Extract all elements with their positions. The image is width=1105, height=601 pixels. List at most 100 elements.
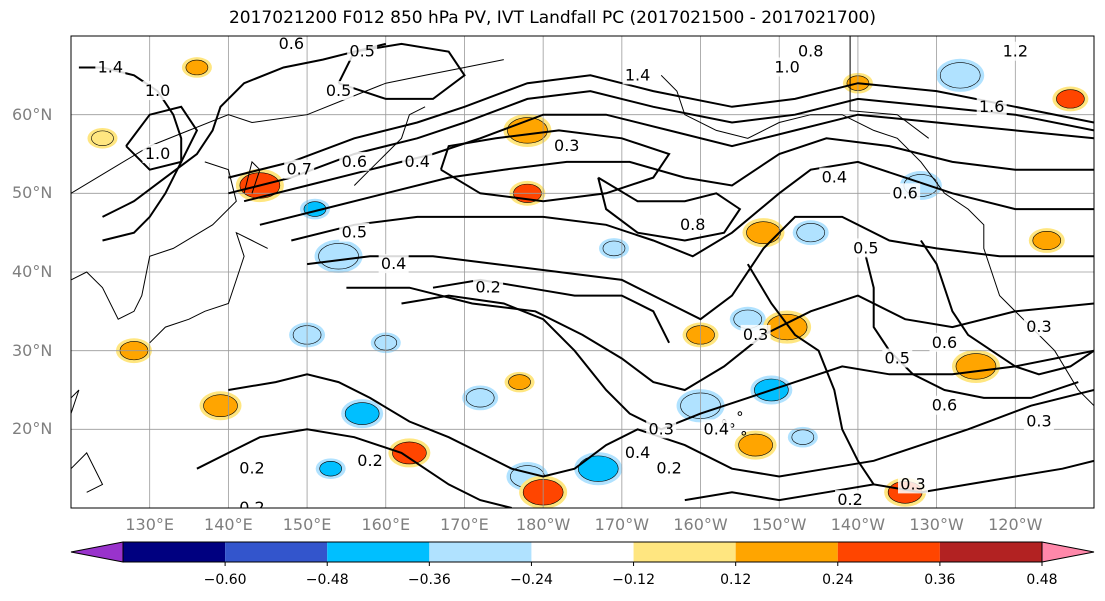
contour-label: 0.8 <box>680 215 705 234</box>
ivt-contour <box>439 129 671 203</box>
contour-label: 0.3 <box>1026 411 1051 430</box>
ivt-contour <box>243 113 1094 203</box>
contour-label-bg <box>347 41 378 61</box>
contour-label-bg <box>323 81 354 101</box>
contour-label: 0.3 <box>1026 317 1051 336</box>
contour-label: 0.3 <box>554 136 579 155</box>
contour-label-bg <box>142 81 173 101</box>
contour-label: 1.4 <box>625 65 650 84</box>
contour-labels: 1.41.00.6 0.50.51.00.7 0.6 0.40.31.4 1.00.8 1… <box>95 36 1054 517</box>
contour-label-bg <box>284 159 315 179</box>
map-frame <box>70 35 1095 509</box>
contour-label: 0.2 <box>475 278 500 297</box>
colorbar-segment <box>429 542 532 562</box>
longitude-label: 130°E <box>125 515 175 534</box>
pv-shading-blob <box>91 130 114 146</box>
colorbar-extend-low <box>70 541 124 563</box>
coastline <box>71 161 237 320</box>
contour-label-bg <box>929 395 960 415</box>
latitude-label: 30°N <box>12 340 53 360</box>
pv-shading-blob <box>738 433 773 457</box>
colorbar-segment <box>327 542 430 562</box>
coastline <box>353 106 426 186</box>
contour-label: 0.6 <box>932 333 957 352</box>
colorbar-extend-high <box>1041 541 1095 563</box>
contour-label: 0.6 <box>932 396 957 415</box>
contour-label: 1.0 <box>145 81 170 100</box>
colorbar-tick-label: 0.12 <box>720 572 752 588</box>
pv-shading-blob <box>766 313 808 341</box>
colorbar-segment <box>225 542 328 562</box>
pv-shading-blob <box>319 460 342 477</box>
colorbar-frame <box>122 541 1043 563</box>
coastline <box>71 452 104 493</box>
colorbar-segment <box>531 542 634 562</box>
pv-shading-blob <box>344 402 380 425</box>
contour-label-bg <box>339 151 370 171</box>
contour-label-bg <box>622 65 653 85</box>
contour-label: 0.6 <box>342 152 367 171</box>
colorbar-tick-label: −0.12 <box>612 572 655 588</box>
pv-shading-blob <box>318 243 359 270</box>
contour-label: 0.5 <box>342 223 367 242</box>
ivt-contour <box>228 90 1094 195</box>
coastline <box>71 389 80 414</box>
contour-label-bg <box>701 419 732 439</box>
contour-label: 1.0 <box>774 57 799 76</box>
ivt-contour <box>228 373 1094 478</box>
colorbar-tick-label: −0.48 <box>305 572 349 588</box>
ivt-contour <box>864 256 1079 399</box>
longitude-label: 150°E <box>282 515 332 534</box>
contour-label: 0.4 <box>381 254 406 273</box>
pv-shading-blob <box>746 221 781 244</box>
colorbar <box>70 541 1095 566</box>
contour-label-bg <box>850 238 881 258</box>
contour-label-bg <box>622 442 653 462</box>
contour-label: 0.3 <box>648 419 673 438</box>
latitude-label: 40°N <box>12 262 53 281</box>
pv-shading-blob <box>185 59 209 76</box>
contour-label-bg <box>402 151 433 171</box>
ivt-contour <box>746 263 875 485</box>
longitude-label: 130°W <box>909 515 964 534</box>
contour-label: 0.5 <box>349 42 374 61</box>
contour-label-bg <box>236 498 267 508</box>
contour-label-bg <box>976 96 1007 116</box>
ivt-contour <box>102 42 387 218</box>
colorbar-segment <box>123 542 226 562</box>
contour-label-bg <box>740 324 771 344</box>
contour-label: 1.4 <box>98 57 123 76</box>
colorbar-tick-label: −0.36 <box>407 572 451 588</box>
contour-label: 1.0 <box>145 144 170 163</box>
latitude-label: 60°N <box>12 104 53 124</box>
coastline <box>149 231 268 344</box>
longitude-label: 140°W <box>830 515 886 534</box>
pv-shading-blob <box>796 223 826 243</box>
pv-shading-blob <box>392 441 427 465</box>
island <box>741 430 747 436</box>
contour-label-bg <box>378 254 409 274</box>
contour-label: 0.5 <box>853 238 878 257</box>
contour-label-bg <box>646 419 677 439</box>
map-title: 2017021200 F012 850 hPa PV, IVT Landfall… <box>228 8 876 28</box>
ivt-contour <box>196 428 512 508</box>
contour-label: 0.6 <box>892 183 917 202</box>
contour-label-bg <box>473 277 504 297</box>
pv-shading-blob <box>602 240 626 257</box>
pv-shading-blob <box>577 455 619 482</box>
contour-label: 0.2 <box>357 451 382 470</box>
colorbar-tick-label: 0.24 <box>822 572 854 588</box>
pv-shading-blob <box>508 374 531 390</box>
longitude-label: 140°E <box>204 515 253 534</box>
ivt-contour <box>306 215 1094 321</box>
island <box>737 411 743 416</box>
contour-label: 0.2 <box>239 498 264 517</box>
contour-label: 0.5 <box>326 81 351 100</box>
ivt-contours <box>78 42 1094 508</box>
contour-label: 0.4 <box>405 152 430 171</box>
ivt-contour <box>228 74 1094 179</box>
pv-shading-blob <box>955 353 997 380</box>
longitude-label: 170°E <box>440 515 489 534</box>
contour-label: 0.2 <box>656 459 681 478</box>
contour-label-bg <box>929 332 960 352</box>
